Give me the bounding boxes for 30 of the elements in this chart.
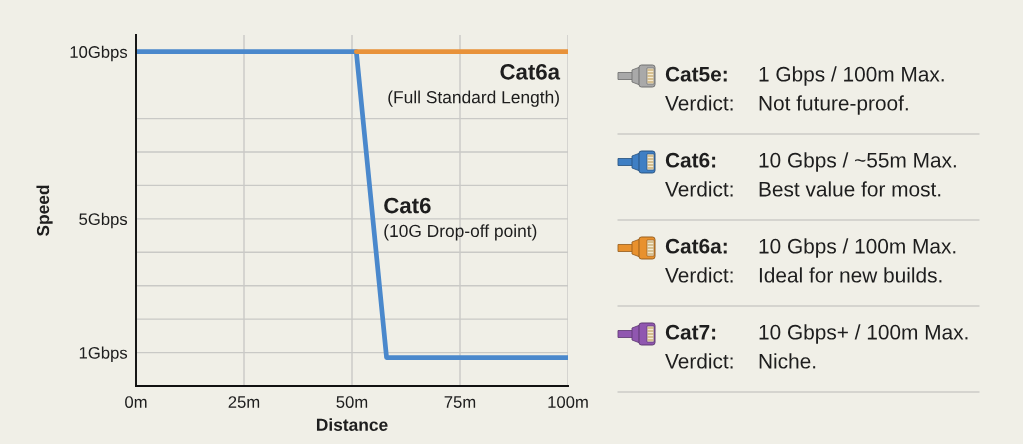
y-tick-label: 1Gbps xyxy=(79,346,128,363)
text: Cat6: xyxy=(665,152,716,168)
text: 1 Gbps / 100m Max. xyxy=(759,66,944,86)
text: Cat5e: xyxy=(665,66,727,82)
annotation: (10G Drop-off point) xyxy=(384,224,537,241)
series-label: Cat6 xyxy=(384,197,431,214)
x-tick-label: 50m xyxy=(336,396,368,408)
text: Cat7: xyxy=(665,324,716,340)
text: Niche. xyxy=(759,353,816,369)
y-axis-title: Speed xyxy=(36,185,53,237)
text: Verdict: xyxy=(665,353,733,369)
annotation: (Full Standard Length) xyxy=(388,90,559,107)
x-tick-label: 75m xyxy=(444,396,476,408)
x-tick-label: 0m xyxy=(125,396,147,408)
text: 10 Gbps+ / 100m Max. xyxy=(759,324,968,344)
series-label: Cat6a xyxy=(500,63,561,80)
y-tick-label: 5Gbps xyxy=(79,212,128,229)
text: 10 Gbps / ~55m Max. xyxy=(759,152,956,172)
text: 10 Gbps / 100m Max. xyxy=(759,238,956,258)
text: Verdict: xyxy=(665,267,733,283)
text: Verdict: xyxy=(665,95,733,111)
x-tick-label: 25m xyxy=(228,396,260,408)
text: Best value for most. xyxy=(759,181,941,197)
text: Ideal for new builds. xyxy=(759,267,942,283)
text: Verdict: xyxy=(665,181,733,197)
y-tick-label: 10Gbps xyxy=(70,45,128,62)
x-axis-title: Distance xyxy=(316,418,388,431)
x-tick-label: 100m xyxy=(548,396,588,408)
text: Not future-proof. xyxy=(759,95,908,115)
text: Cat6a: xyxy=(665,238,727,254)
